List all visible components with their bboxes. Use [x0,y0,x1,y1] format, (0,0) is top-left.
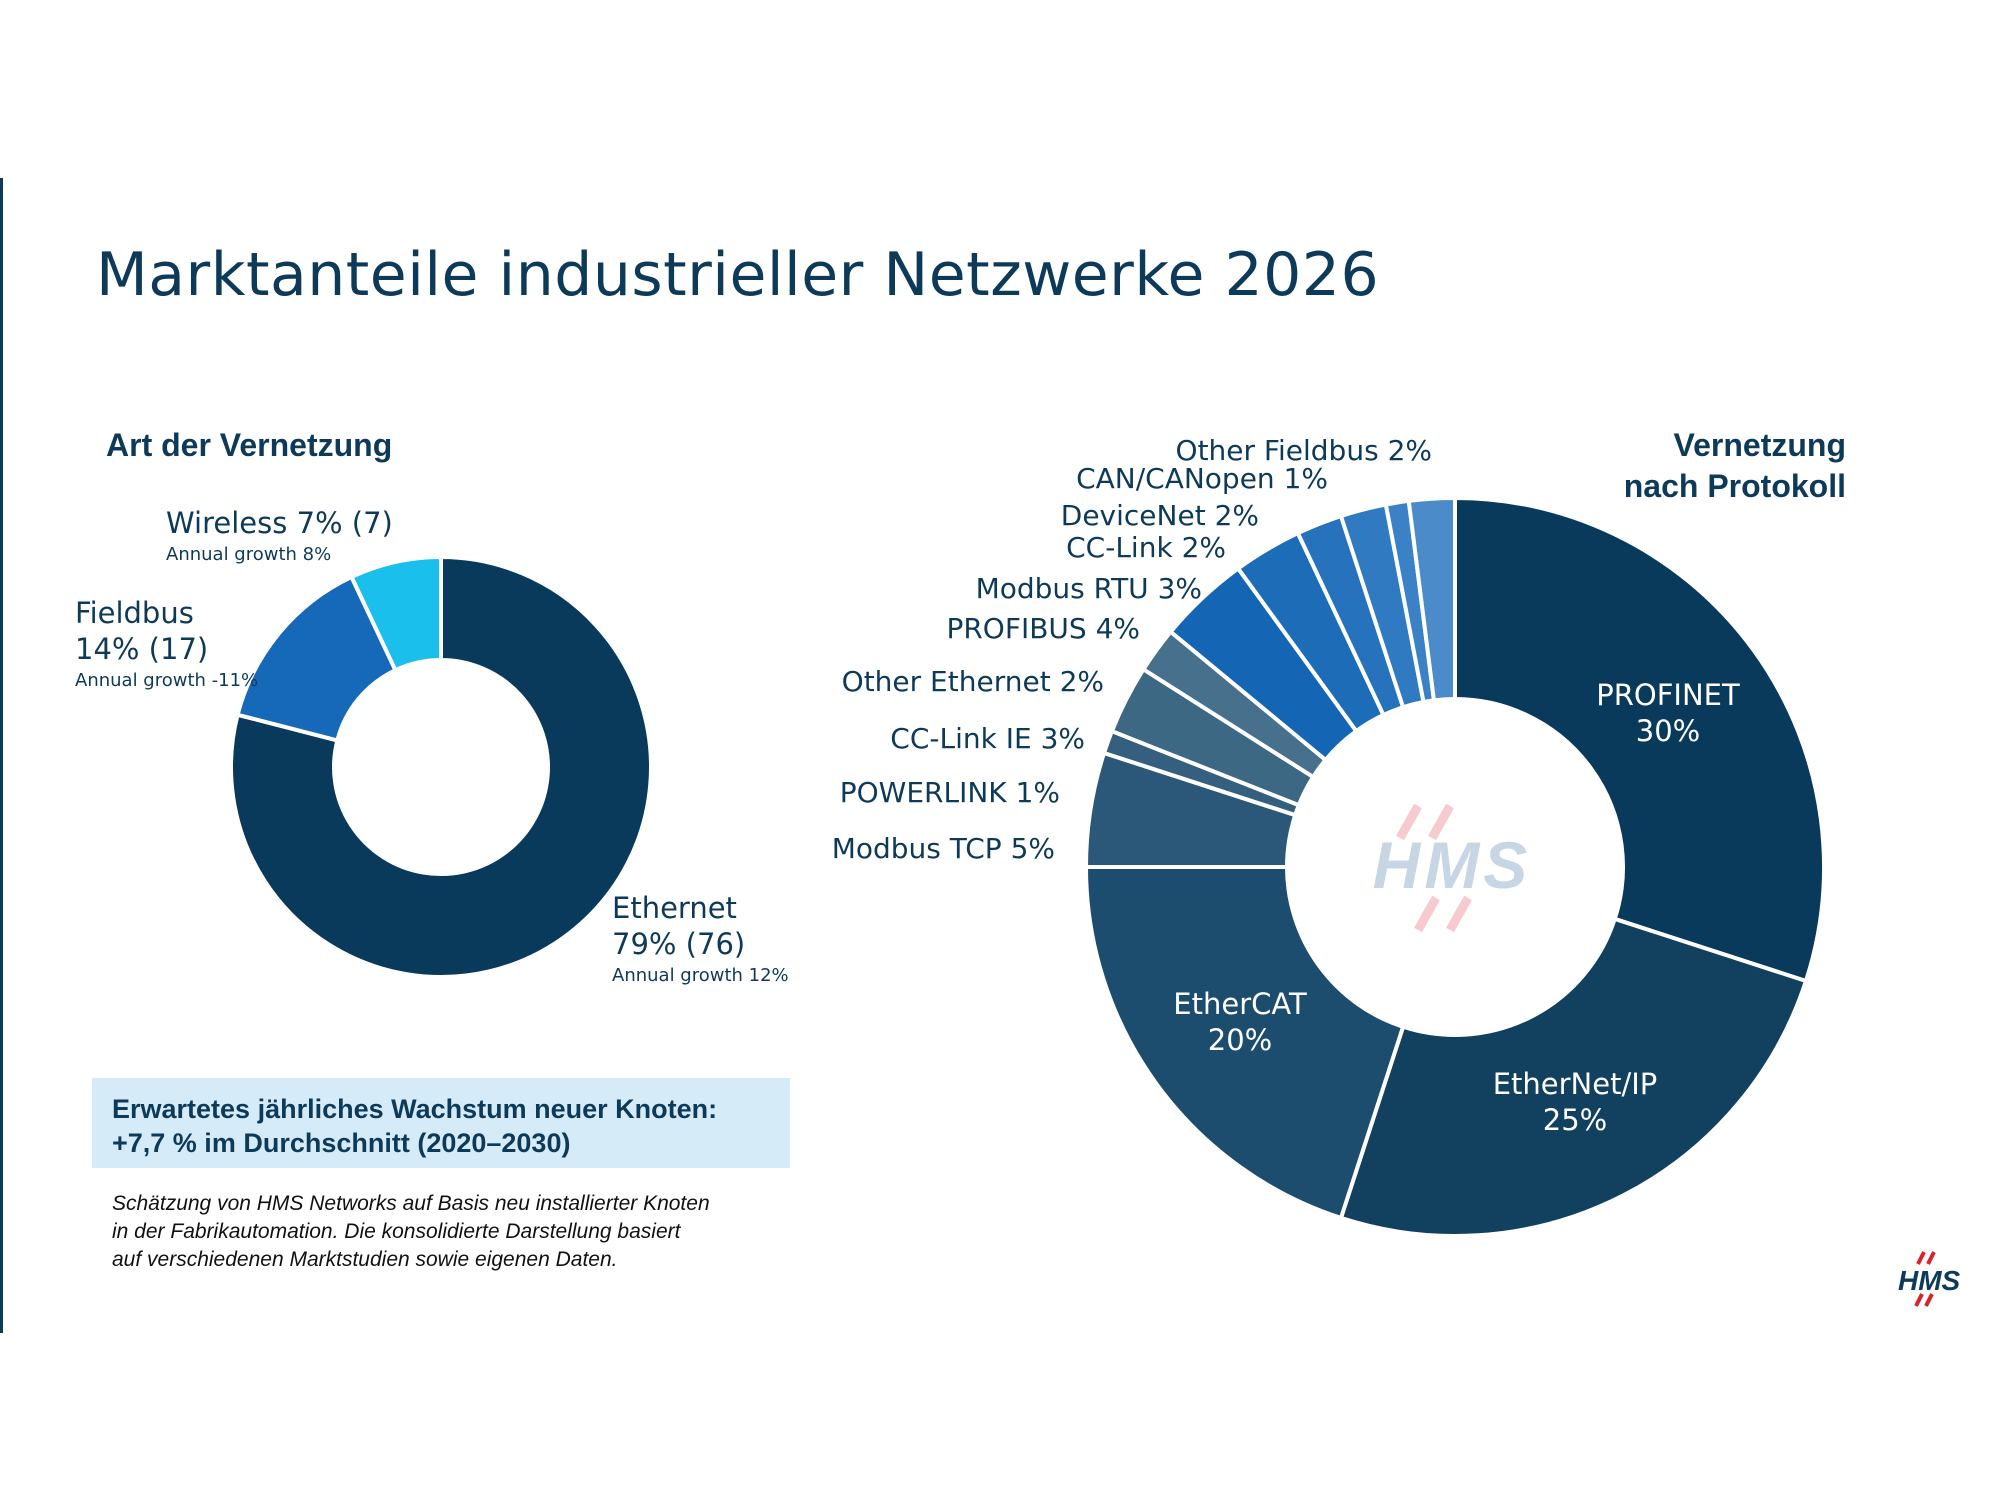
center-logo-text: HMS [1373,828,1532,902]
left-labels: Wireless 7% (7) Annual growth 8% Fieldbu… [75,506,789,986]
label-other-fieldbus: Other Fieldbus 2% [1176,434,1432,467]
left-slice-fieldbus [235,574,399,743]
left-accent-rule [0,178,3,1333]
label-powerlink: POWERLINK 1% [840,776,1060,809]
left-slice-ethernet [229,554,653,979]
label-cc-link: CC-Link 2% [1066,531,1226,564]
value-ethernetip: 25% [1543,1103,1607,1137]
label-ethercat: EtherCAT [1173,987,1307,1021]
label-can-canopen: CAN/CANopen 1% [1076,462,1328,495]
label-modbus-rtu: Modbus RTU 3% [976,572,1202,605]
right-slice-ethernet-ip [1338,916,1809,1238]
right-inner-labels: PROFINET 30% EtherNet/IP 25% EtherCAT 20… [1173,678,1740,1137]
growth-fieldbus: Annual growth -11% [75,670,258,691]
growth-callout-text: Erwartetes jährliches Wachstum neuer Kno… [112,1094,718,1158]
share-fieldbus: 14% (17) [75,632,208,666]
right-outer-labels: Modbus TCP 5% POWERLINK 1% CC-Link IE 3%… [832,434,1432,865]
growth-callout: Erwartetes jährliches Wachstum neuer Kno… [92,1078,790,1168]
left-chart-title: Art der Vernetzung [106,427,393,463]
label-fieldbus: Fieldbus [75,596,194,630]
source-footnote: Schätzung von HMS Networks auf Basis neu… [112,1192,710,1271]
left-donut [229,554,653,979]
right-slice-ethercat [1083,865,1406,1221]
label-devicenet: DeviceNet 2% [1061,499,1259,532]
share-ethernet: 79% (76) [612,927,745,961]
center-hms-watermark: HMS [1373,803,1532,933]
page-title: Marktanteile industrieller Netzwerke 202… [96,240,1380,310]
right-slice-profinet [1453,495,1826,984]
label-ethernet: Ethernet [612,891,737,925]
label-wireless: Wireless 7% (7) [166,506,393,540]
value-ethercat: 20% [1208,1023,1272,1057]
right-donut [1083,495,1826,1238]
growth-ethernet: Annual growth 12% [612,965,789,986]
right-chart-title-line-2: nach Protokoll [1623,468,1846,504]
right-slice-other-fieldbus [1406,495,1457,703]
growth-wireless: Annual growth 8% [166,544,331,565]
label-profinet: PROFINET [1596,678,1740,712]
hms-logo-text: HMS [1898,1265,1961,1296]
value-profinet: 30% [1636,714,1700,748]
label-profibus: PROFIBUS 4% [946,612,1140,645]
hms-logo: HMS [1898,1251,1961,1307]
label-cc-link-ie: CC-Link IE 3% [890,722,1085,755]
label-ethernetip: EtherNet/IP [1493,1067,1658,1101]
label-other-ethernet: Other Ethernet 2% [842,665,1104,698]
right-chart-title-line-1: Vernetzung [1673,427,1846,463]
left-slice-wireless [348,554,443,673]
right-chart-title: Vernetzung nach Protokoll [1624,425,1846,507]
label-modbus-tcp: Modbus TCP 5% [832,832,1055,865]
